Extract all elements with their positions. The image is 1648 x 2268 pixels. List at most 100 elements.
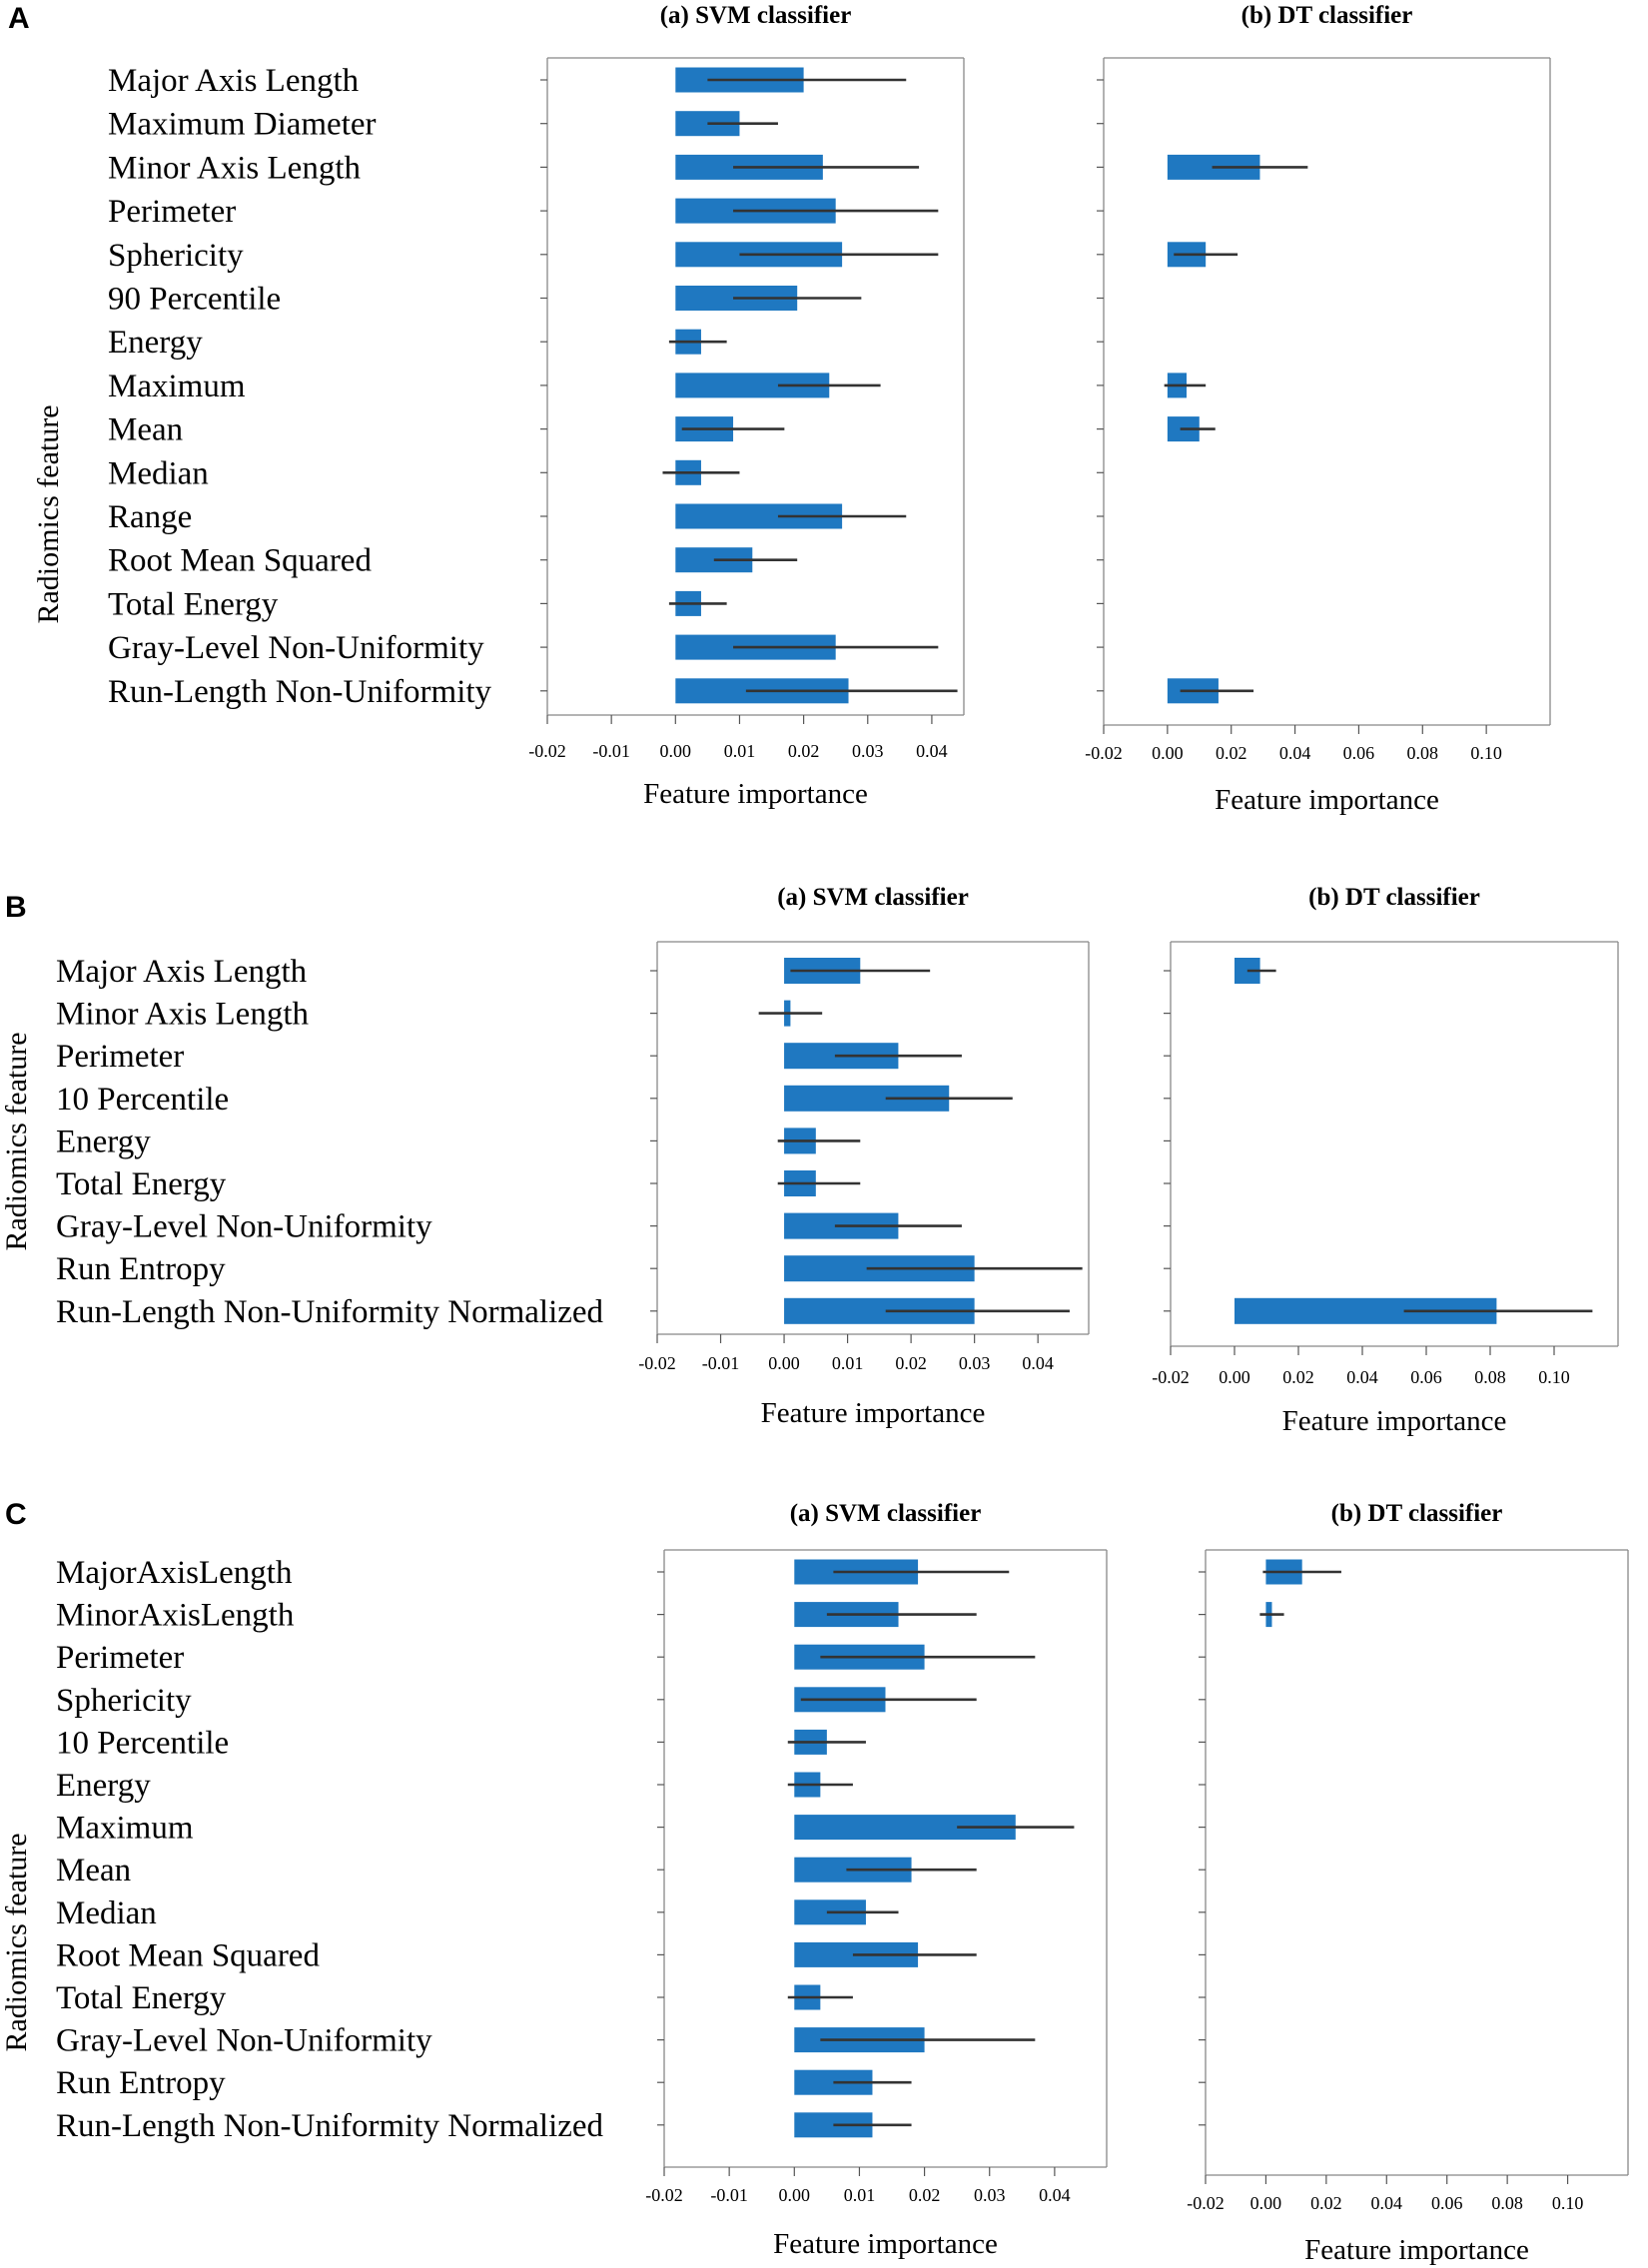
x-axis-label: Feature importance <box>761 1397 986 1429</box>
x-tick-label: 0.01 <box>832 1353 864 1373</box>
category-label: MinorAxisLength <box>56 1598 295 1634</box>
category-label: Run-Length Non-Uniformity <box>108 674 492 710</box>
x-tick-label: 0.00 <box>1250 2193 1282 2213</box>
category-label: Gray-Level Non-Uniformity <box>108 630 484 666</box>
chart-b-dt: (b) DT classifier -0.02 0.00 0.02 0.04 0.06 0.… <box>1152 884 1619 1437</box>
chart-c-svm: (a) SVM classifier -0.02 -0.01 0.00 0.01 0.02… <box>56 1500 1108 2260</box>
x-tick-label: 0.10 <box>1552 2193 1584 2213</box>
x-axis-label: Feature importance <box>1215 784 1439 816</box>
x-tick-label: 0.06 <box>1431 2193 1463 2213</box>
x-tick-label: 0.00 <box>1219 1367 1250 1387</box>
category-label: Mean <box>108 412 183 448</box>
x-tick-label: 0.06 <box>1410 1367 1442 1387</box>
category-label: Major Axis Length <box>56 954 308 990</box>
x-tick-label: 0.00 <box>660 741 692 761</box>
x-tick-label: 0.03 <box>959 1353 991 1373</box>
chart-title: (b) DT classifier <box>1331 1500 1503 1527</box>
x-tick-label: 0.10 <box>1538 1367 1570 1387</box>
chart-title: (a) SVM classifier <box>660 2 852 29</box>
category-label: Energy <box>56 1124 151 1159</box>
x-tick-label: 0.03 <box>852 741 884 761</box>
x-tick-label: 0.02 <box>909 2185 941 2205</box>
x-tick-label: 0.02 <box>1216 743 1247 763</box>
chart-a-dt: (b) DT classifier -0.02 0.00 0.02 0.04 0.06 0.… <box>1085 2 1551 816</box>
category-label: Minor Axis Length <box>56 997 309 1033</box>
category-label: Maximum <box>56 1811 194 1847</box>
category-label: Energy <box>56 1768 151 1804</box>
x-tick-label: 0.00 <box>1152 743 1184 763</box>
y-axis-label-a: Radiomics feature <box>32 404 65 623</box>
category-label: Minor Axis Length <box>108 150 361 186</box>
x-tick-label: 0.04 <box>1371 2193 1403 2213</box>
x-tick-label: -0.02 <box>1152 1367 1190 1387</box>
x-tick-label: 0.02 <box>788 741 820 761</box>
category-label: 10 Percentile <box>56 1725 229 1761</box>
category-label: Total Energy <box>108 586 279 622</box>
chart-b-svm: (a) SVM classifier -0.02 -0.01 0.00 0.01 0.02… <box>56 884 1090 1429</box>
category-label: Run Entropy <box>56 2065 226 2101</box>
panel-letter-a: A <box>8 2 30 35</box>
x-tick-label: -0.02 <box>528 741 566 761</box>
x-axis-label: Feature importance <box>643 778 868 810</box>
x-tick-label: 0.01 <box>844 2185 876 2205</box>
category-label: Run-Length Non-Uniformity Normalized <box>56 2108 604 2144</box>
x-tick-label: 0.04 <box>1279 743 1311 763</box>
x-axis-label: Feature importance <box>1282 1405 1507 1437</box>
x-tick-label: 0.06 <box>1343 743 1375 763</box>
x-tick-label: -0.02 <box>638 1353 676 1373</box>
panel-letter-b: B <box>5 891 27 924</box>
x-tick-label: -0.01 <box>592 741 630 761</box>
x-tick-label: 0.02 <box>1310 2193 1342 2213</box>
x-tick-label: 0.08 <box>1407 743 1439 763</box>
x-tick-label: 0.00 <box>768 1353 800 1373</box>
category-label: Mean <box>56 1853 131 1889</box>
x-tick-label: 0.02 <box>895 1353 927 1373</box>
x-tick-label: -0.01 <box>702 1353 740 1373</box>
category-label: Sphericity <box>56 1683 192 1719</box>
category-label: Range <box>108 499 192 535</box>
x-axis-label: Feature importance <box>773 2228 998 2260</box>
x-tick-label: -0.02 <box>1187 2193 1225 2213</box>
chart-title: (b) DT classifier <box>1308 884 1480 911</box>
category-label: 10 Percentile <box>56 1082 229 1118</box>
category-label: Energy <box>108 325 203 361</box>
category-label: Median <box>108 455 209 491</box>
x-tick-label: 0.04 <box>1022 1353 1054 1373</box>
y-axis-label-b: Radiomics feature <box>0 1032 33 1250</box>
x-tick-label: 0.10 <box>1470 743 1502 763</box>
category-label: Perimeter <box>108 194 236 230</box>
x-tick-label: 0.00 <box>779 2185 811 2205</box>
chart-a-svm: (a) SVM classifier -0.02 -0.01 0.00 0.01 0.02… <box>108 2 965 810</box>
chart-title: (b) DT classifier <box>1241 2 1413 29</box>
chart-c-dt: (b) DT classifier -0.02 0.00 0.02 0.04 0.06 0.… <box>1187 1500 1629 2266</box>
x-tick-label: -0.02 <box>645 2185 683 2205</box>
category-label: 90 Percentile <box>108 282 281 318</box>
category-label: Sphericity <box>108 238 244 274</box>
category-label: Maximum <box>108 369 246 404</box>
category-label: MajorAxisLength <box>56 1555 293 1591</box>
chart-title: (a) SVM classifier <box>790 1500 982 1527</box>
chart-title: (a) SVM classifier <box>777 884 969 911</box>
x-tick-label: 0.08 <box>1491 2193 1523 2213</box>
x-tick-label: -0.02 <box>1085 743 1123 763</box>
category-label: Major Axis Length <box>108 63 360 99</box>
category-label: Run Entropy <box>56 1251 226 1287</box>
category-label: Maximum Diameter <box>108 107 377 143</box>
category-label: Median <box>56 1895 157 1931</box>
x-tick-label: 0.01 <box>724 741 756 761</box>
x-tick-label: 0.08 <box>1474 1367 1506 1387</box>
category-label: Gray-Level Non-Uniformity <box>56 1209 432 1245</box>
x-axis-label: Feature importance <box>1304 2234 1529 2266</box>
x-tick-label: 0.03 <box>974 2185 1006 2205</box>
category-label: Root Mean Squared <box>56 1937 320 1973</box>
category-label: Root Mean Squared <box>108 543 372 579</box>
x-tick-label: 0.04 <box>1346 1367 1378 1387</box>
category-label: Total Energy <box>56 1166 227 1202</box>
x-tick-label: 0.02 <box>1282 1367 1314 1387</box>
x-tick-label: 0.04 <box>916 741 948 761</box>
category-label: Total Energy <box>56 1980 227 2016</box>
panel-letter-c: C <box>5 1498 27 1531</box>
category-label: Run-Length Non-Uniformity Normalized <box>56 1294 604 1330</box>
category-label: Perimeter <box>56 1039 184 1075</box>
